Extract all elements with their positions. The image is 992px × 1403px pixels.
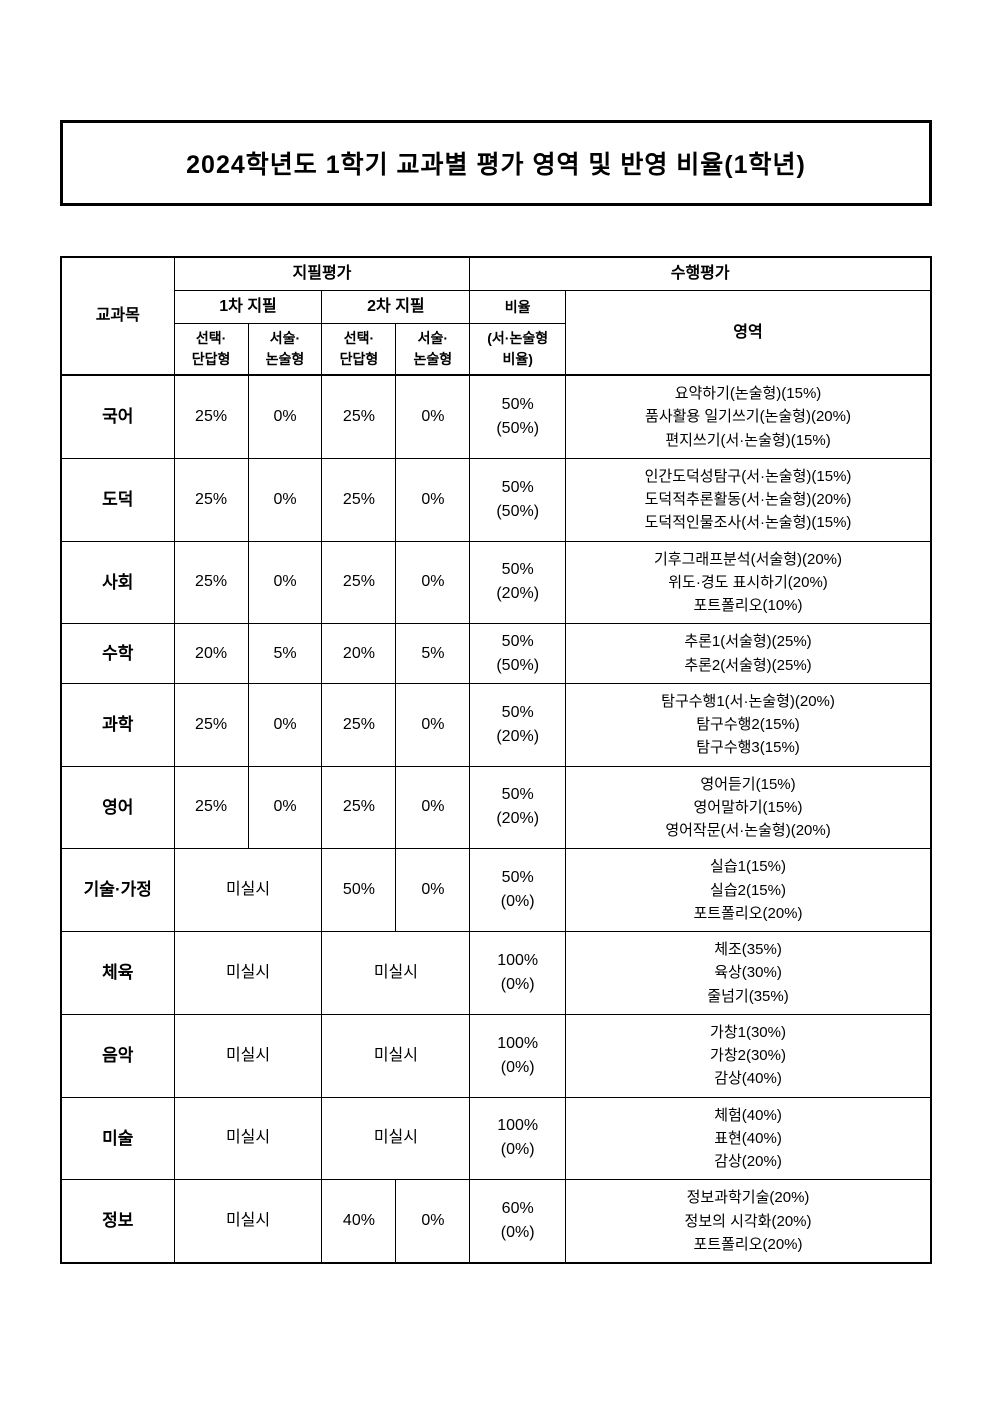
page-title: 2024학년도 1학기 교과별 평가 영역 및 반영 비율(1학년) — [73, 145, 919, 181]
exam2-cell: 0% — [396, 458, 470, 541]
exam1-none-cell: 미실시 — [174, 932, 322, 1015]
title-box: 2024학년도 1학기 교과별 평가 영역 및 반영 비율(1학년) — [60, 120, 932, 206]
ratio-cell: 100%(0%) — [470, 1097, 566, 1180]
exam2-cell: 0% — [396, 541, 470, 624]
exam2-none-cell: 미실시 — [322, 1014, 470, 1097]
ratio-cell: 50%(20%) — [470, 766, 566, 849]
subject-cell: 수학 — [61, 624, 174, 684]
header-select2: 선택·단답형 — [322, 324, 396, 376]
subject-cell: 음악 — [61, 1014, 174, 1097]
exam2-cell: 0% — [396, 375, 470, 458]
exam1-none-cell: 미실시 — [174, 1014, 322, 1097]
exam2-cell: 0% — [396, 766, 470, 849]
table-row: 음악미실시미실시100%(0%)가창1(30%)가창2(30%)감상(40%) — [61, 1014, 931, 1097]
exam2-cell: 0% — [396, 849, 470, 932]
table-row: 수학20%5%20%5%50%(50%)추론1(서술형)(25%)추론2(서술형… — [61, 624, 931, 684]
subject-cell: 사회 — [61, 541, 174, 624]
table-row: 정보미실시40%0%60%(0%)정보과학기술(20%)정보의 시각화(20%)… — [61, 1180, 931, 1263]
exam2-cell: 0% — [396, 683, 470, 766]
exam1-cell: 0% — [248, 375, 322, 458]
area-cell: 정보과학기술(20%)정보의 시각화(20%)포트폴리오(20%) — [566, 1180, 931, 1263]
exam1-cell: 0% — [248, 683, 322, 766]
area-cell: 추론1(서술형)(25%)추론2(서술형)(25%) — [566, 624, 931, 684]
header-performance: 수행평가 — [470, 257, 931, 291]
table-row: 도덕25%0%25%0%50%(50%)인간도덕성탐구(서·논술형)(15%)도… — [61, 458, 931, 541]
subject-cell: 기술·가정 — [61, 849, 174, 932]
exam2-cell: 0% — [396, 1180, 470, 1263]
exam2-cell: 5% — [396, 624, 470, 684]
table-header: 교과목 지필평가 수행평가 1차 지필 2차 지필 비율 영역 선택·단답형 서… — [61, 257, 931, 375]
subject-cell: 체육 — [61, 932, 174, 1015]
exam1-cell: 5% — [248, 624, 322, 684]
subject-cell: 과학 — [61, 683, 174, 766]
exam2-cell: 20% — [322, 624, 396, 684]
exam2-cell: 25% — [322, 458, 396, 541]
header-select1: 선택·단답형 — [174, 324, 248, 376]
ratio-cell: 50%(20%) — [470, 541, 566, 624]
header-written: 지필평가 — [174, 257, 470, 291]
exam1-cell: 0% — [248, 541, 322, 624]
header-area: 영역 — [566, 291, 931, 376]
ratio-cell: 60%(0%) — [470, 1180, 566, 1263]
area-cell: 체조(35%)육상(30%)줄넘기(35%) — [566, 932, 931, 1015]
exam1-cell: 20% — [174, 624, 248, 684]
header-exam2: 2차 지필 — [322, 291, 470, 324]
exam1-none-cell: 미실시 — [174, 1097, 322, 1180]
exam1-cell: 25% — [174, 541, 248, 624]
subject-cell: 국어 — [61, 375, 174, 458]
area-cell: 영어듣기(15%)영어말하기(15%)영어작문(서·논술형)(20%) — [566, 766, 931, 849]
exam1-cell: 0% — [248, 458, 322, 541]
exam1-cell: 25% — [174, 766, 248, 849]
ratio-cell: 50%(0%) — [470, 849, 566, 932]
exam2-cell: 40% — [322, 1180, 396, 1263]
exam2-cell: 25% — [322, 683, 396, 766]
exam2-none-cell: 미실시 — [322, 1097, 470, 1180]
area-cell: 체험(40%)표현(40%)감상(20%) — [566, 1097, 931, 1180]
table-row: 기술·가정미실시50%0%50%(0%)실습1(15%)실습2(15%)포트폴리… — [61, 849, 931, 932]
ratio-cell: 100%(0%) — [470, 932, 566, 1015]
table-row: 미술미실시미실시100%(0%)체험(40%)표현(40%)감상(20%) — [61, 1097, 931, 1180]
area-cell: 기후그래프분석(서술형)(20%)위도·경도 표시하기(20%)포트폴리오(10… — [566, 541, 931, 624]
header-subject: 교과목 — [61, 257, 174, 375]
area-cell: 인간도덕성탐구(서·논술형)(15%)도덕적추론활동(서·논술형)(20%)도덕… — [566, 458, 931, 541]
area-cell: 요약하기(논술형)(15%)품사활용 일기쓰기(논술형)(20%)편지쓰기(서·… — [566, 375, 931, 458]
exam1-cell: 25% — [174, 683, 248, 766]
ratio-cell: 50%(20%) — [470, 683, 566, 766]
exam2-cell: 50% — [322, 849, 396, 932]
subject-cell: 도덕 — [61, 458, 174, 541]
exam2-none-cell: 미실시 — [322, 932, 470, 1015]
subject-cell: 영어 — [61, 766, 174, 849]
ratio-cell: 50%(50%) — [470, 375, 566, 458]
exam1-cell: 25% — [174, 375, 248, 458]
exam2-cell: 25% — [322, 375, 396, 458]
exam2-cell: 25% — [322, 541, 396, 624]
ratio-cell: 100%(0%) — [470, 1014, 566, 1097]
table-body: 국어25%0%25%0%50%(50%)요약하기(논술형)(15%)품사활용 일… — [61, 375, 931, 1263]
header-ratio-sub: (서·논술형비율) — [470, 324, 566, 376]
header-ratio: 비율 — [470, 291, 566, 324]
exam1-none-cell: 미실시 — [174, 849, 322, 932]
assessment-table: 교과목 지필평가 수행평가 1차 지필 2차 지필 비율 영역 선택·단답형 서… — [60, 256, 932, 1264]
table-row: 국어25%0%25%0%50%(50%)요약하기(논술형)(15%)품사활용 일… — [61, 375, 931, 458]
header-essay2: 서술·논술형 — [396, 324, 470, 376]
exam1-cell: 0% — [248, 766, 322, 849]
table-row: 사회25%0%25%0%50%(20%)기후그래프분석(서술형)(20%)위도·… — [61, 541, 931, 624]
table-row: 과학25%0%25%0%50%(20%)탐구수행1(서·논술형)(20%)탐구수… — [61, 683, 931, 766]
exam2-cell: 25% — [322, 766, 396, 849]
area-cell: 가창1(30%)가창2(30%)감상(40%) — [566, 1014, 931, 1097]
exam1-none-cell: 미실시 — [174, 1180, 322, 1263]
subject-cell: 미술 — [61, 1097, 174, 1180]
ratio-cell: 50%(50%) — [470, 458, 566, 541]
header-exam1: 1차 지필 — [174, 291, 322, 324]
exam1-cell: 25% — [174, 458, 248, 541]
subject-cell: 정보 — [61, 1180, 174, 1263]
area-cell: 탐구수행1(서·논술형)(20%)탐구수행2(15%)탐구수행3(15%) — [566, 683, 931, 766]
table-row: 영어25%0%25%0%50%(20%)영어듣기(15%)영어말하기(15%)영… — [61, 766, 931, 849]
header-essay1: 서술·논술형 — [248, 324, 322, 376]
ratio-cell: 50%(50%) — [470, 624, 566, 684]
table-row: 체육미실시미실시100%(0%)체조(35%)육상(30%)줄넘기(35%) — [61, 932, 931, 1015]
area-cell: 실습1(15%)실습2(15%)포트폴리오(20%) — [566, 849, 931, 932]
